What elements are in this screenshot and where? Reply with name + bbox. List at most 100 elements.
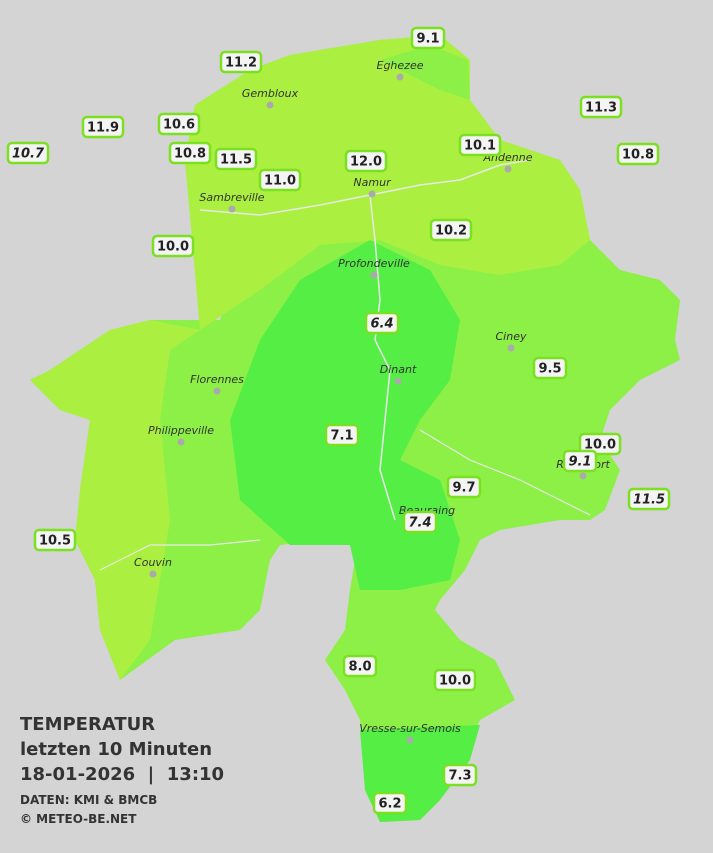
reading-value: 10.0: [157, 240, 189, 255]
source: DATEN: KMI & BMCB: [20, 793, 157, 807]
reading-box: [168, 141, 212, 165]
reading: 11.0: [258, 168, 302, 192]
reading-box: [458, 133, 502, 157]
reading: 7.3: [442, 763, 478, 787]
reading: 11.9: [81, 115, 125, 139]
reading-box: [616, 142, 660, 166]
city-dot: [368, 190, 376, 198]
city-name: Gembloux: [242, 87, 299, 100]
city-name: Dinant: [380, 363, 417, 376]
reading: 11.3: [579, 95, 623, 119]
reading-box: [324, 423, 360, 447]
city-dot: [504, 165, 512, 173]
reading: 10.0: [578, 432, 622, 456]
city-name: Florennes: [190, 373, 244, 386]
reading-value: 6.2: [378, 797, 401, 812]
city-name: Eghezee: [377, 59, 424, 72]
reading-box: [402, 510, 438, 534]
city-name: Philippeville: [148, 424, 214, 437]
warm-zone-north: [185, 35, 590, 330]
reading-box: [151, 234, 195, 258]
reading-box: [258, 168, 302, 192]
reading-value: 9.1: [568, 455, 591, 470]
reading-value: 10.8: [622, 148, 654, 163]
reading-value: 11.3: [585, 101, 617, 116]
reading-box: [219, 50, 263, 74]
reading-box: [342, 654, 378, 678]
city-dot: [228, 205, 236, 213]
reading-box: [81, 115, 125, 139]
reading-value: 7.4: [408, 516, 431, 531]
reading-value: 6.4: [370, 317, 393, 332]
city-dot: [406, 736, 414, 744]
reading-value: 9.1: [416, 32, 439, 47]
reading: 7.4: [402, 510, 438, 534]
city-name: Ciney: [496, 330, 527, 343]
reading-value: 7.1: [330, 429, 353, 444]
reading: 10.0: [151, 234, 195, 258]
copyright: © METEO-BE.NET: [20, 812, 137, 826]
city-name: Namur: [353, 176, 392, 189]
subtitle: letzten 10 Minuten: [20, 739, 212, 760]
city-name: Couvin: [134, 556, 172, 569]
datetime: 18-01-2026 | 13:10: [20, 764, 224, 785]
reading-value: 11.5: [220, 153, 252, 168]
reading: 8.0: [342, 654, 378, 678]
reading: 11.5: [627, 487, 671, 511]
reading: 6.2: [372, 791, 408, 815]
city-dot: [177, 438, 185, 446]
reading: 6.4: [364, 311, 400, 335]
reading-box: [446, 475, 482, 499]
reading-value: 12.0: [350, 155, 382, 170]
reading: 10.7: [6, 141, 50, 165]
reading-box: [410, 26, 446, 50]
reading: 10.8: [616, 142, 660, 166]
city-dot: [579, 472, 587, 480]
reading: 10.8: [168, 141, 212, 165]
reading-box: [372, 791, 408, 815]
reading-value: 9.5: [538, 362, 561, 377]
city-name: Sambreville: [199, 191, 264, 204]
reading: 9.7: [446, 475, 482, 499]
reading-box: [6, 141, 50, 165]
reading: 10.5: [33, 528, 77, 552]
reading-value: 7.3: [448, 769, 471, 784]
title: TEMPERATUR: [20, 714, 155, 735]
reading-box: [442, 763, 478, 787]
reading: 10.2: [429, 218, 473, 242]
reading-value: 10.6: [163, 118, 195, 133]
reading-value: 10.8: [174, 147, 206, 162]
cold-zone-center: [230, 240, 460, 590]
reading-value: 10.1: [464, 139, 496, 154]
reading-value: 11.2: [225, 56, 257, 71]
city-name: Profondeville: [338, 257, 410, 270]
reading-box: [214, 147, 258, 171]
river: [419, 429, 591, 516]
reading-box: [364, 311, 400, 335]
reading-box: [33, 528, 77, 552]
reading-value: 10.5: [39, 534, 71, 549]
reading-value: 11.9: [87, 121, 119, 136]
reading: 9.1: [410, 26, 446, 50]
reading-box: [562, 449, 598, 473]
reading-box: [532, 356, 568, 380]
reading-value: 11.0: [264, 174, 296, 189]
reading: 9.5: [532, 356, 568, 380]
reading: 10.0: [433, 668, 477, 692]
reading: 11.5: [214, 147, 258, 171]
city-dot: [149, 570, 157, 578]
river: [369, 194, 396, 521]
reading: 7.1: [324, 423, 360, 447]
reading-box: [578, 432, 622, 456]
reading-box: [627, 487, 671, 511]
reading: 11.2: [219, 50, 263, 74]
river: [199, 159, 531, 216]
city-dot: [396, 73, 404, 81]
reading-value: 10.2: [435, 224, 467, 239]
reading: 12.0: [344, 149, 388, 173]
city-dot: [370, 271, 378, 279]
river: [99, 539, 261, 571]
eghezee-zone: [380, 45, 470, 100]
reading-value: 11.5: [633, 493, 665, 508]
